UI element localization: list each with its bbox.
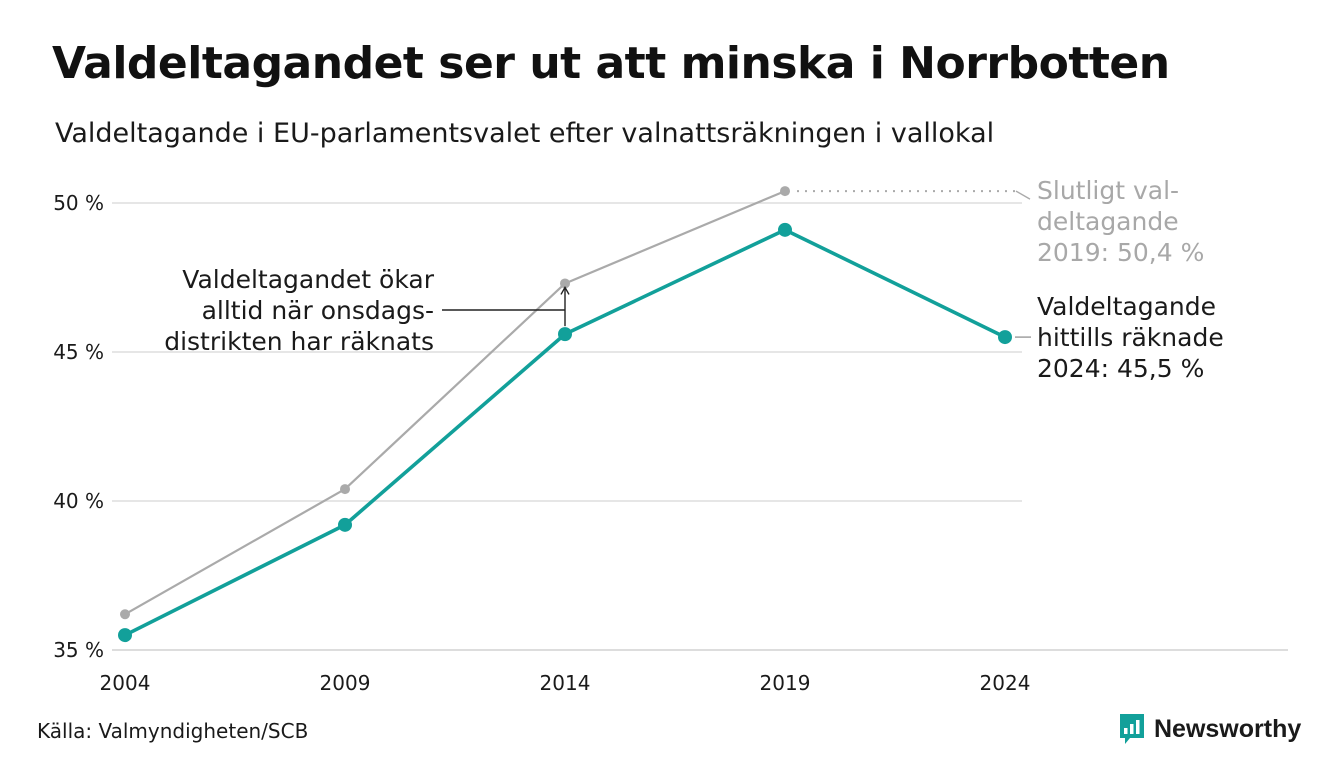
final-label-line: 2019: 50,4 % xyxy=(1037,238,1204,267)
y-axis-labels: 35 % 40 % 45 % 50 % xyxy=(53,191,104,662)
x-tick-label: 2009 xyxy=(320,671,371,695)
counted-turnout-point xyxy=(338,517,352,532)
note-line: distrikten har räknats xyxy=(164,327,434,356)
final-turnout-point xyxy=(340,484,350,495)
gridlines xyxy=(112,202,1288,651)
counted-label-line: 2024: 45,5 % xyxy=(1037,354,1204,383)
series-group xyxy=(118,186,1012,643)
final-label-connector xyxy=(1015,190,1031,200)
newsworthy-chart-bubble-icon xyxy=(1120,714,1144,744)
y-tick-label: 45 % xyxy=(53,340,104,364)
counted-label-line: hittills räknade xyxy=(1037,323,1224,352)
note-line: Valdeltagandet ökar xyxy=(182,265,434,294)
final-turnout-point xyxy=(120,609,130,620)
logo-wordmark: Newsworthy xyxy=(1154,714,1302,743)
x-tick-label: 2019 xyxy=(760,671,811,695)
newsworthy-logo[interactable]: Newsworthy xyxy=(1118,713,1301,745)
y-tick-label: 50 % xyxy=(53,191,104,215)
x-tick-label: 2024 xyxy=(980,671,1031,695)
final-label-line: deltagande xyxy=(1037,207,1179,236)
x-axis-labels: 2004 2009 2014 2019 2024 xyxy=(100,671,1031,695)
counted-turnout-point xyxy=(558,327,572,342)
note-line: alltid när onsdags- xyxy=(202,296,434,325)
counted-turnout-point xyxy=(118,628,132,643)
final-turnout-point xyxy=(560,278,570,289)
x-tick-label: 2004 xyxy=(100,671,151,695)
source-note: Källa: Valmyndigheten/SCB xyxy=(37,719,309,743)
y-tick-label: 40 % xyxy=(53,489,104,513)
chart-title: Valdeltagandet ser ut att minska i Norrb… xyxy=(52,38,1170,89)
final-label-line: Slutligt val- xyxy=(1037,176,1179,205)
chart-subtitle: Valdeltagande i EU-parlamentsvalet efter… xyxy=(55,118,995,149)
final-turnout-point xyxy=(780,186,790,197)
counted-turnout-point xyxy=(998,330,1012,345)
counted-turnout-point xyxy=(778,222,792,237)
x-tick-label: 2014 xyxy=(540,671,591,695)
counted-label-line: Valdeltagande xyxy=(1037,292,1216,321)
line-chart: 35 % 40 % 45 % 50 % 2004 2009 2014 2019 2024 Sl… xyxy=(53,176,1288,695)
final-turnout-line xyxy=(124,190,786,616)
note-arrow-head xyxy=(560,286,570,295)
y-tick-label: 35 % xyxy=(53,638,104,662)
